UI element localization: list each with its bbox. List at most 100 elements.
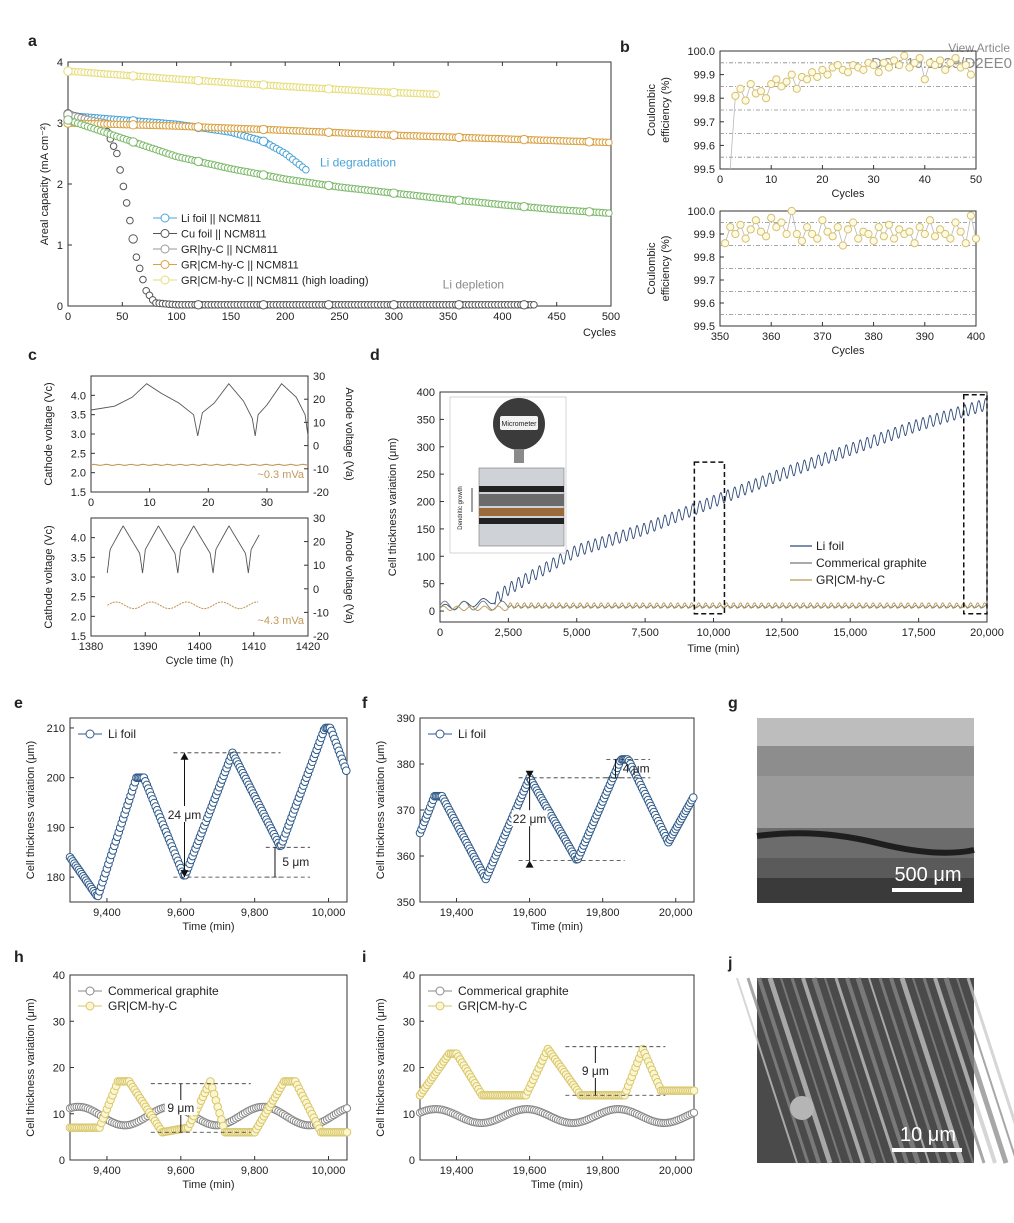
micrometer-label: Micrometer bbox=[501, 421, 537, 428]
x-tick-label: 1410 bbox=[242, 641, 266, 653]
panel-c-bottom-ylabel-left: Cathode voltage (Vc) bbox=[43, 525, 55, 628]
data-point bbox=[838, 241, 847, 250]
data-point bbox=[116, 166, 124, 174]
x-tick-label: 10 bbox=[144, 497, 156, 509]
panel-letter-e: e bbox=[14, 695, 23, 712]
data-point bbox=[323, 84, 334, 94]
x-tick-label: 19,600 bbox=[513, 907, 547, 919]
y-tick-label: 100 bbox=[417, 551, 435, 563]
data-point bbox=[920, 75, 929, 84]
panel-c-top-ylabel-right: Anode voltage (Va) bbox=[343, 387, 355, 480]
x-tick-label: 17,500 bbox=[902, 627, 936, 639]
y-tick-label: 3 bbox=[57, 118, 63, 130]
data-point bbox=[971, 234, 981, 243]
data-point bbox=[519, 300, 529, 310]
data-point bbox=[128, 71, 138, 81]
measure-label: 24 μm bbox=[168, 808, 202, 822]
annotation-bg bbox=[579, 1062, 612, 1078]
y-tick-label-right: 10 bbox=[313, 560, 325, 572]
data-point bbox=[782, 229, 791, 239]
data-point bbox=[132, 253, 141, 262]
y-tick-label: 0 bbox=[429, 606, 435, 618]
zoom-box-1 bbox=[693, 461, 726, 615]
y-tick-label: 2.5 bbox=[71, 592, 86, 604]
x-tick-label: 30 bbox=[867, 174, 879, 186]
y-tick-label: 380 bbox=[397, 759, 415, 771]
x-tick-label: 7,500 bbox=[631, 627, 659, 639]
data-point bbox=[792, 229, 801, 239]
data-point bbox=[925, 216, 935, 225]
arrow-head bbox=[180, 870, 189, 878]
data-point bbox=[756, 227, 766, 236]
panel-e-xlabel: Time (min) bbox=[182, 921, 234, 933]
y-tick-label-right: 20 bbox=[313, 537, 325, 549]
y-tick-label: 30 bbox=[403, 1016, 415, 1028]
measure-label: 9 μm bbox=[582, 1064, 609, 1078]
y-tick-label: 0 bbox=[59, 1155, 65, 1167]
data-point bbox=[761, 232, 771, 241]
data-point bbox=[389, 300, 399, 310]
data-point bbox=[818, 216, 827, 225]
legend-marker bbox=[85, 986, 95, 996]
data-point bbox=[956, 227, 965, 236]
y-tick-label: 100.0 bbox=[687, 206, 715, 218]
panel-letter-j: j bbox=[727, 955, 732, 972]
data-point bbox=[782, 77, 791, 86]
y-tick-label: 99.8 bbox=[694, 93, 715, 105]
data-point bbox=[869, 61, 878, 70]
data-point bbox=[869, 236, 878, 245]
data-point bbox=[519, 134, 529, 145]
y-tick-label-right: 30 bbox=[313, 513, 325, 525]
sem-fiber bbox=[956, 977, 1014, 1157]
x-tick-label: 10,000 bbox=[697, 627, 731, 639]
x-tick-label: 10,000 bbox=[312, 1165, 346, 1177]
data-point bbox=[63, 115, 73, 125]
data-point bbox=[741, 96, 750, 105]
cell-layer bbox=[479, 486, 564, 492]
y-tick-label: 40 bbox=[53, 970, 65, 982]
x-tick-label: 12,500 bbox=[765, 627, 799, 639]
data-point bbox=[689, 1108, 699, 1117]
data-point bbox=[951, 218, 960, 227]
data-point bbox=[941, 229, 950, 239]
legend-label: GR|CM-hy-C bbox=[108, 999, 177, 1013]
legend-label: Commerical graphite bbox=[458, 984, 569, 998]
x-tick-label: 9,400 bbox=[93, 1165, 121, 1177]
panel-c-xlabel: Cycle time (h) bbox=[166, 655, 234, 667]
y-tick-label: 370 bbox=[397, 805, 415, 817]
panel-d-xlabel: Time (min) bbox=[687, 643, 739, 655]
data-point bbox=[961, 61, 970, 70]
measure-label: 9 μm bbox=[167, 1101, 194, 1115]
series-graphite bbox=[439, 600, 988, 611]
data-point bbox=[889, 234, 899, 243]
y-tick-label: 3.0 bbox=[71, 429, 86, 441]
panel-e-ylabel: Cell thickness variation (μm) bbox=[25, 741, 37, 879]
panel-i-ylabel: Cell thickness variation (μm) bbox=[375, 998, 387, 1136]
data-point bbox=[746, 79, 755, 89]
x-tick-label: 10,000 bbox=[312, 907, 346, 919]
data-point bbox=[961, 239, 970, 248]
y-tick-label-right: 30 bbox=[313, 371, 325, 383]
data-point bbox=[113, 149, 121, 158]
y-tick-label-right: -20 bbox=[313, 631, 329, 643]
data-point bbox=[761, 94, 771, 103]
panel-d-ylabel: Cell thickness variation (μm) bbox=[387, 438, 399, 576]
data-point bbox=[751, 216, 760, 225]
data-point bbox=[813, 72, 822, 82]
y-tick-label: 100.0 bbox=[687, 46, 715, 58]
y-tick-label: 3.0 bbox=[71, 572, 86, 584]
y-tick-label: 400 bbox=[417, 387, 435, 399]
data-point bbox=[341, 766, 351, 776]
annotation-bg bbox=[166, 805, 203, 822]
y-tick-label: 10 bbox=[403, 1109, 415, 1121]
panel-letter-a: a bbox=[28, 33, 37, 50]
data-point bbox=[432, 90, 440, 99]
y-tick-label: 300 bbox=[417, 442, 435, 454]
measure-label: 22 μm bbox=[513, 812, 547, 826]
x-tick-label: 200 bbox=[276, 311, 294, 323]
data-point bbox=[910, 58, 919, 67]
sem-fiber bbox=[912, 977, 974, 1164]
x-tick-label: 19,800 bbox=[586, 907, 620, 919]
y-tick-label: 350 bbox=[397, 897, 415, 909]
x-tick-label: 1390 bbox=[133, 641, 157, 653]
